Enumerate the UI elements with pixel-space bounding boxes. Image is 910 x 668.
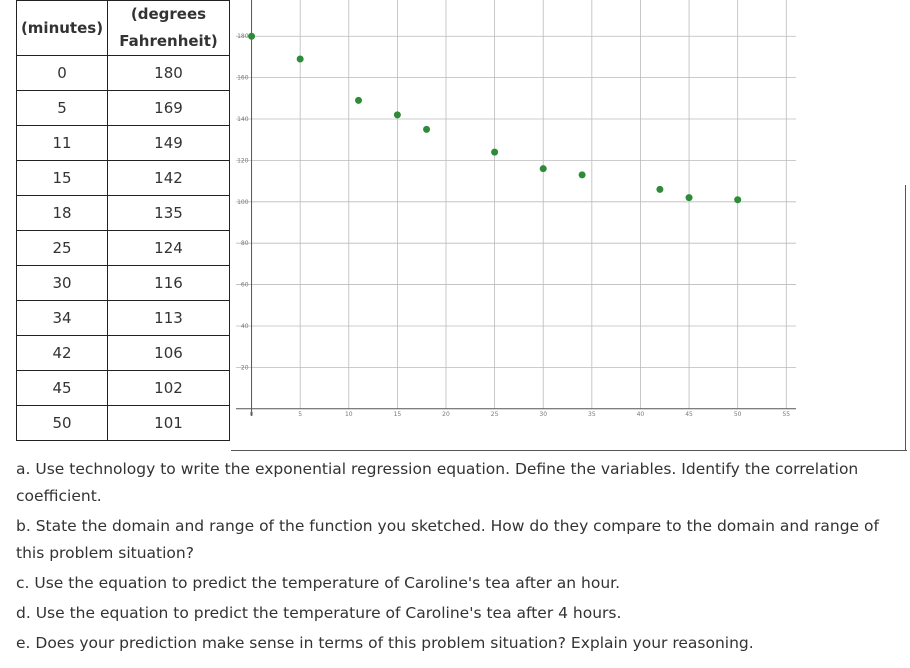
data-point xyxy=(734,196,742,204)
table-row: 25 124 xyxy=(16,230,230,266)
x-tick-label: 0 xyxy=(250,411,254,416)
y-tick-label: 120 xyxy=(237,157,249,164)
table-cell: 180 xyxy=(107,55,230,91)
table-cell: 101 xyxy=(107,405,230,441)
table-cell: 124 xyxy=(107,230,230,266)
y-tick-label: 180 xyxy=(237,33,249,40)
table-row: 0 180 xyxy=(16,55,230,91)
table-cell: 11 xyxy=(16,125,108,161)
question: b. State the domain and range of the fun… xyxy=(16,517,879,562)
y-tick-label: 140 xyxy=(237,116,249,123)
question: e. Does your prediction make sense in te… xyxy=(16,634,754,652)
table-cell: 106 xyxy=(107,335,230,371)
x-tick-label: 50 xyxy=(734,411,742,416)
x-tick-label: 55 xyxy=(782,411,790,416)
table-row: 30 116 xyxy=(16,265,230,301)
table-cell: 18 xyxy=(16,195,108,231)
data-point xyxy=(296,55,304,63)
y-tick-label: 40 xyxy=(241,323,249,330)
table-row: 15 142 xyxy=(16,160,230,196)
header-cell: (minutes) xyxy=(16,0,108,56)
y-tick-label: 20 xyxy=(241,364,249,371)
table-cell: 116 xyxy=(107,265,230,301)
table-row: 5 169 xyxy=(16,90,230,126)
x-tick-label: 20 xyxy=(442,411,450,416)
table-cell: 45 xyxy=(16,370,108,406)
table-body: 0 180 5 169 11 149 15 142 18 135 25 124 30 116 34 113 42… xyxy=(16,55,230,441)
question: a. Use technology to write the exponenti… xyxy=(16,460,859,505)
data-point xyxy=(539,165,547,173)
table-cell: 15 xyxy=(16,160,108,196)
x-tick-label: 30 xyxy=(539,411,547,416)
table-row: 45 102 xyxy=(16,370,230,406)
panel-border xyxy=(231,450,907,451)
data-point xyxy=(656,185,664,193)
question: c. Use the equation to predict the tempe… xyxy=(16,574,621,592)
data-point xyxy=(248,32,256,40)
data-point xyxy=(355,96,362,104)
x-tick-label: 15 xyxy=(394,411,402,416)
table-cell: 30 xyxy=(16,265,108,301)
table-row: 18 135 xyxy=(16,195,230,231)
table-cell: 5 xyxy=(16,90,108,126)
x-tick-label: 35 xyxy=(588,411,596,416)
table-cell: 50 xyxy=(16,405,108,441)
x-tick-label: 5 xyxy=(298,411,302,416)
header-cell: (degrees Fahrenheit) xyxy=(107,0,230,56)
table-cell: 0 xyxy=(16,55,108,91)
data-point xyxy=(685,194,693,202)
y-tick-label: 100 xyxy=(237,199,249,206)
question: d. Use the equation to predict the tempe… xyxy=(16,604,622,622)
x-tick-label: 25 xyxy=(491,411,499,416)
table-cell: 102 xyxy=(107,370,230,406)
y-tick-label: 60 xyxy=(241,282,249,289)
table-cell: 135 xyxy=(107,195,230,231)
x-tick-label: 40 xyxy=(637,411,645,416)
y-tick-label: 160 xyxy=(237,75,249,82)
table-row: 34 113 xyxy=(16,300,230,336)
table-row: 11 149 xyxy=(16,125,230,161)
table-row: 42 106 xyxy=(16,335,230,371)
x-tick-label: 45 xyxy=(685,411,693,416)
table-cell: 42 xyxy=(16,335,108,371)
y-tick-label: 80 xyxy=(241,240,249,247)
data-point xyxy=(578,171,586,179)
table-cell: 142 xyxy=(107,160,230,196)
data-table: (minutes) (degrees Fahrenheit) 0 180 5 169 1… xyxy=(16,0,230,441)
panel-border xyxy=(905,185,906,451)
table-cell: 149 xyxy=(107,125,230,161)
table-cell: 113 xyxy=(107,300,230,336)
header-row: (minutes) (degrees Fahrenheit) xyxy=(16,0,230,56)
table-row: 50 101 xyxy=(16,405,230,441)
questions: a. Use technology to write the exponenti… xyxy=(16,456,908,660)
chart: 0 5 10 15 20 25 30 35 40 45 50 55 20 40 60 80 100 120 140 1… xyxy=(236,0,796,416)
table-cell: 25 xyxy=(16,230,108,266)
x-tick-label: 10 xyxy=(345,411,353,416)
data-point xyxy=(393,111,401,119)
table-cell: 34 xyxy=(16,300,108,336)
table-cell: 169 xyxy=(107,90,230,126)
data-point xyxy=(423,125,431,133)
data-point xyxy=(491,148,499,156)
